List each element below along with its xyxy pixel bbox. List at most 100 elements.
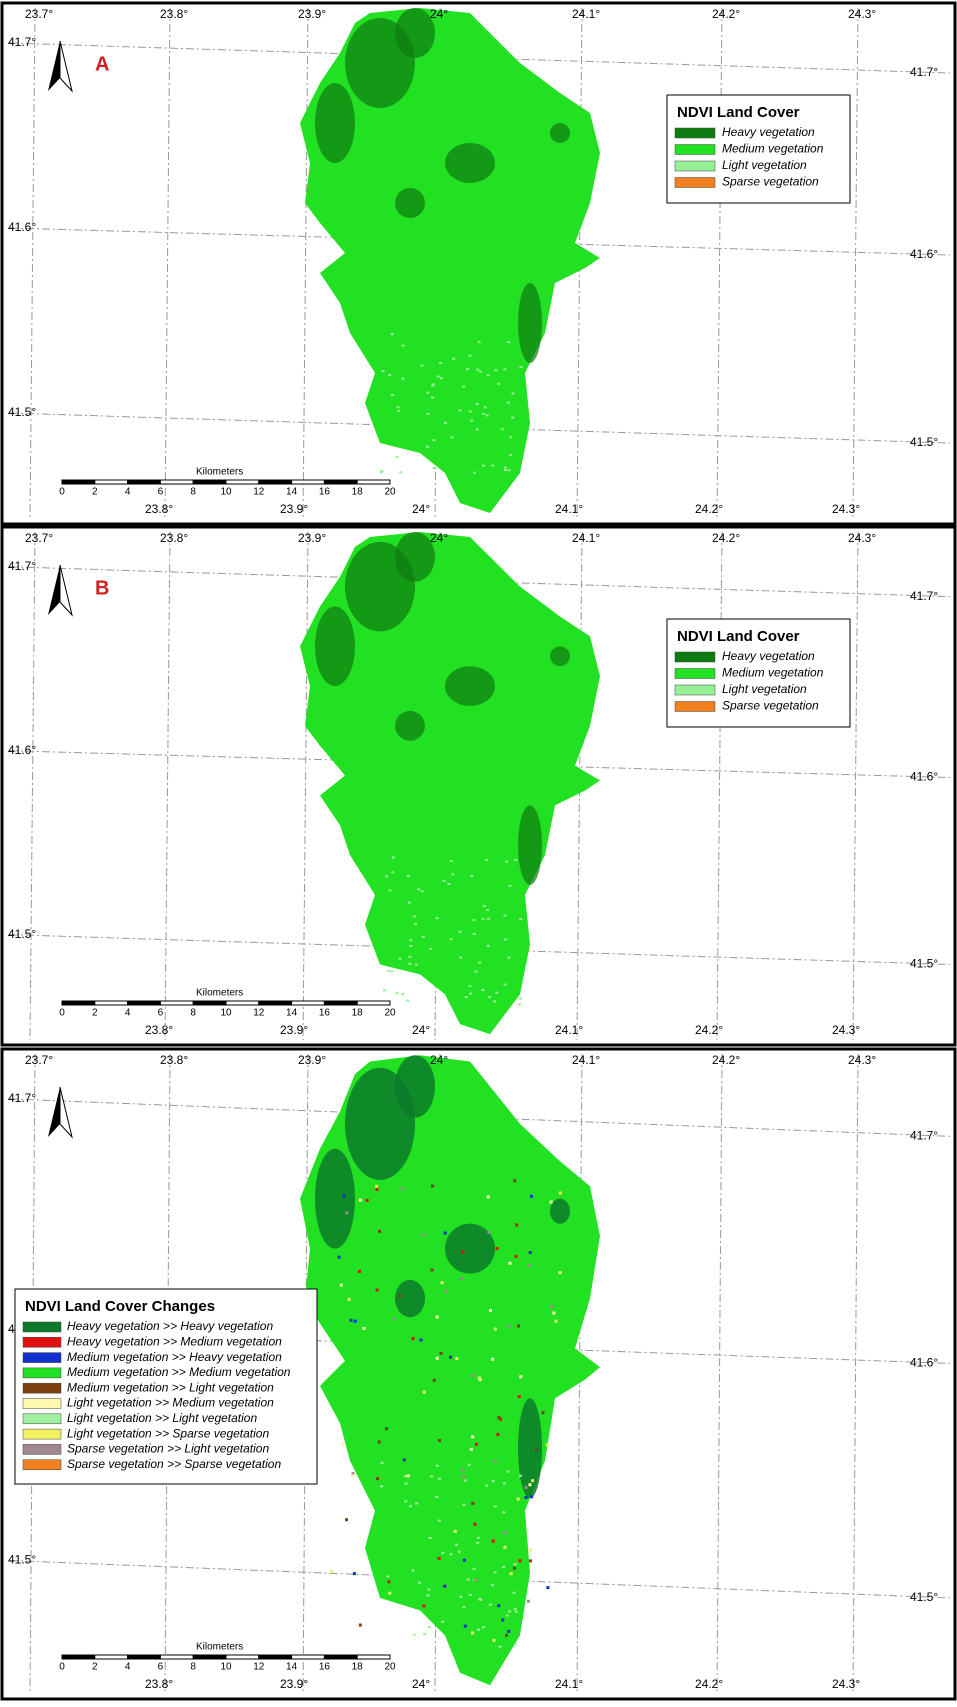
vegetation-speck (483, 905, 486, 907)
change-speck (546, 1443, 549, 1446)
scale-segment (324, 1655, 357, 1659)
vegetation-speck (465, 996, 468, 998)
vegetation-speck (476, 369, 479, 371)
scale-segment (292, 1001, 325, 1005)
change-speck (478, 1376, 481, 1379)
vegetation-speck (494, 1571, 497, 1573)
legend-label: Heavy vegetation (722, 125, 815, 139)
change-speck (438, 1557, 441, 1560)
vegetation-speck (459, 1596, 462, 1598)
vegetation-speck (513, 1592, 516, 1594)
change-speck (515, 1223, 518, 1226)
map-panel: 23.7°23.8°23.9°24°24.1°24.2°24.3°23.8°23… (2, 3, 955, 524)
change-speck (496, 1433, 499, 1436)
change-speck (455, 1357, 458, 1360)
vegetation-speck (443, 880, 446, 882)
vegetation-speck (409, 1505, 412, 1507)
change-speck (444, 1232, 447, 1235)
legend-label: Light vegetation >> Sparse vegetation (67, 1426, 269, 1440)
vegetation-speck (451, 873, 454, 875)
change-speck (491, 1358, 494, 1361)
legend-swatch (23, 1368, 61, 1378)
vegetation-speck (452, 358, 455, 360)
change-speck (388, 1592, 391, 1595)
scale-tick: 10 (220, 487, 232, 498)
vegetation-speck (466, 368, 469, 370)
legend-swatch (23, 1444, 61, 1454)
vegetation-speck (486, 414, 489, 416)
scale-segment (193, 480, 226, 484)
vegetation-speck (504, 915, 507, 917)
change-speck (441, 1281, 444, 1284)
vegetation-speck (436, 1465, 439, 1467)
change-speck (509, 1262, 512, 1265)
vegetation-patch (395, 8, 435, 58)
legend-label: Heavy vegetation >> Heavy vegetation (67, 1319, 273, 1333)
scale-segment (226, 480, 259, 484)
vegetation-speck (478, 341, 481, 343)
vegetation-speck (401, 993, 404, 995)
change-speck (519, 1559, 522, 1562)
longitude-label: 24.1° (555, 502, 583, 516)
longitude-label: 24.3° (832, 1677, 860, 1691)
vegetation-speck (398, 958, 401, 960)
change-speck (492, 1540, 495, 1543)
latitude-label: 41.5° (910, 1590, 938, 1604)
change-speck (411, 1337, 414, 1340)
scale-tick: 12 (253, 1008, 265, 1019)
vegetation-speck (489, 1604, 492, 1606)
vegetation-patch (550, 123, 570, 143)
vegetation-speck (435, 1496, 438, 1498)
change-speck (423, 1391, 426, 1394)
latitude-label: 41.5° (8, 927, 36, 941)
legend-swatch (675, 669, 715, 679)
vegetation-speck (458, 409, 461, 411)
map-panel: 23.7°23.8°23.9°24°24.1°24.2°24.3°23.8°23… (2, 527, 955, 1045)
latitude-label: 41.5° (8, 405, 36, 419)
legend-label: Sparse vegetation >> Sparse vegetation (67, 1457, 281, 1471)
scale-tick: 4 (125, 1008, 131, 1019)
scale-tick: 14 (286, 1008, 298, 1019)
longitude-label: 23.9° (298, 7, 326, 21)
vegetation-speck (469, 410, 472, 412)
vegetation-speck (503, 1482, 506, 1484)
vegetation-speck (504, 938, 507, 940)
change-speck (546, 1586, 549, 1589)
vegetation-speck (476, 403, 479, 405)
vegetation-speck (504, 469, 507, 471)
change-speck (376, 1188, 379, 1191)
change-speck (387, 1580, 390, 1583)
vegetation-speck (422, 936, 425, 938)
vegetation-speck (495, 992, 498, 994)
vegetation-patch (315, 607, 355, 687)
scale-segment (95, 480, 128, 484)
latitude-label: 41.6° (910, 1356, 938, 1370)
scale-tick: 20 (384, 1662, 396, 1673)
change-speck (518, 1395, 521, 1398)
change-speck (529, 1251, 532, 1254)
latitude-label: 41.5° (910, 957, 938, 971)
change-speck (363, 1327, 366, 1330)
longitude-label: 24.3° (848, 1053, 876, 1067)
latitude-label: 41.7° (8, 35, 36, 49)
vegetation-speck (436, 917, 439, 919)
change-speck (558, 1271, 561, 1274)
longitude-label: 23.8° (145, 502, 173, 516)
scale-tick: 0 (59, 1008, 65, 1019)
scale-tick: 20 (384, 1008, 396, 1019)
vegetation-speck (506, 1615, 509, 1617)
change-speck (524, 1486, 527, 1489)
change-speck (460, 1277, 463, 1280)
change-speck (438, 1439, 441, 1442)
scale-tick: 8 (190, 1662, 196, 1673)
scale-tick: 6 (158, 487, 164, 498)
scale-tick: 2 (92, 1662, 98, 1673)
legend-label: Sparse vegetation >> Light vegetation (67, 1442, 269, 1456)
scale-tick: 10 (220, 1662, 232, 1673)
longitude-label: 24.3° (848, 7, 876, 21)
vegetation-speck (381, 370, 384, 372)
vegetation-speck (407, 875, 410, 877)
vegetation-speck (431, 397, 434, 399)
vegetation-speck (488, 996, 491, 998)
longitude-label: 24.2° (712, 7, 740, 21)
